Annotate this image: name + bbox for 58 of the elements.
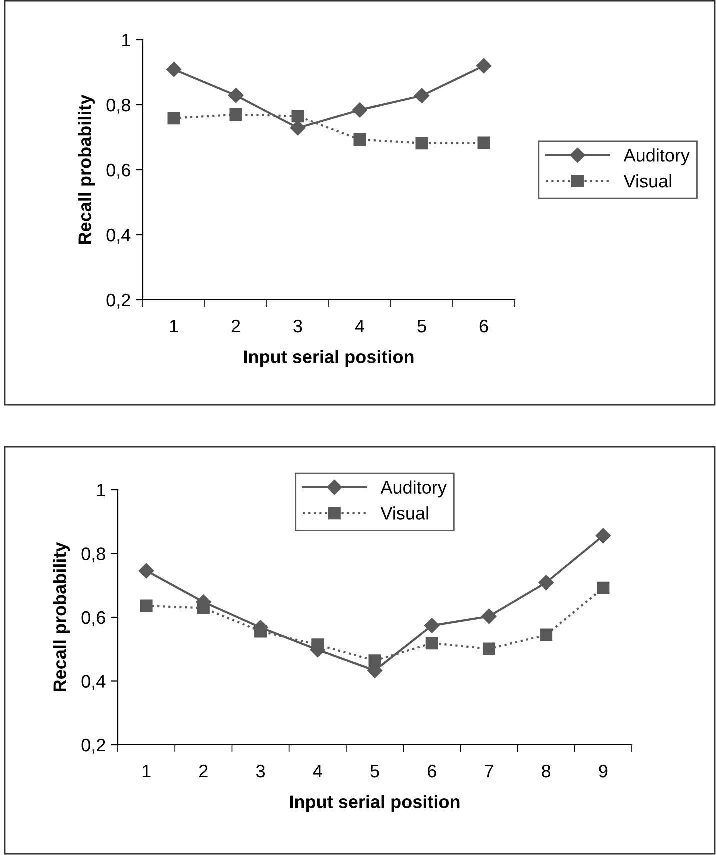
point [290, 120, 306, 136]
point [168, 112, 180, 125]
y-tick-label: 0,2 [82, 738, 106, 754]
x-tick-label: 3 [294, 320, 302, 333]
x-tick-label: 1 [142, 765, 151, 778]
y-tick-label: 0,6 [106, 164, 130, 179]
point [354, 134, 366, 146]
point [140, 600, 153, 612]
y-tick-label: 0,4 [106, 228, 131, 244]
legend-label: Visual [624, 174, 672, 188]
legend-label: Auditory [380, 480, 447, 498]
x-tick-label: 7 [485, 765, 494, 778]
point [482, 608, 497, 624]
point [596, 528, 612, 544]
x-tick-label: 8 [542, 764, 551, 778]
x-tick-label: 4 [313, 765, 322, 778]
x-tick-label: 5 [418, 320, 426, 333]
point [228, 88, 244, 104]
point [597, 582, 610, 594]
x-tick-label: 1 [170, 320, 178, 333]
legend-label: Auditory [624, 148, 690, 166]
x-tick-label: 9 [599, 764, 608, 778]
y-tick-label: 0,8 [106, 98, 130, 114]
x-tick-label: 4 [355, 320, 364, 333]
y-axis-title: Recall probability [78, 94, 95, 244]
point [540, 628, 553, 642]
point [478, 136, 490, 150]
y-tick-label: 0,8 [82, 548, 106, 563]
x-axis-title: Input serial position [244, 350, 414, 367]
point [368, 654, 382, 668]
point [482, 642, 496, 656]
point [424, 618, 440, 634]
point [414, 88, 430, 104]
point [416, 137, 428, 150]
point [476, 58, 492, 74]
x-tick-label: 3 [256, 764, 266, 778]
point [138, 563, 154, 579]
x-tick-label: 2 [232, 320, 240, 333]
point [426, 637, 438, 650]
x-axis-title: Input serial position [290, 795, 460, 812]
legend-label: Visual [380, 506, 428, 520]
x-tick-label: 2 [200, 764, 208, 778]
x-tick-label: 6 [480, 320, 488, 333]
y-tick-label: 0,6 [82, 611, 106, 626]
point [254, 625, 268, 638]
y-tick-label: 0,4 [82, 675, 106, 690]
x-tick-label: 5 [370, 765, 380, 778]
point [197, 602, 210, 615]
y-tick-label: 0,2 [106, 294, 130, 309]
y-axis-title: Recall probability [53, 542, 70, 692]
point [166, 62, 182, 78]
y-tick-label: 1 [98, 484, 106, 497]
point [292, 110, 304, 123]
point [538, 575, 554, 590]
point [352, 102, 368, 118]
y-tick-label: 1 [122, 34, 130, 47]
point [230, 108, 242, 121]
x-tick-label: 6 [428, 764, 436, 778]
